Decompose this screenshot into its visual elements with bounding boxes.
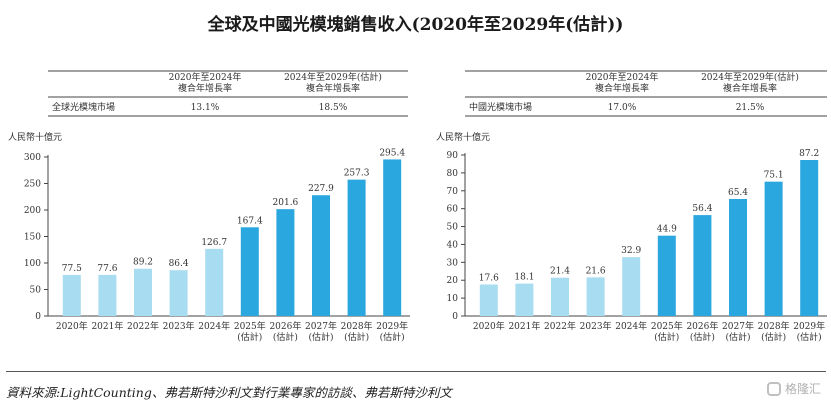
bar-value-label: 77.5 — [62, 264, 82, 274]
bar-value-label: 17.6 — [479, 274, 499, 284]
cagr-value: 17.0% — [608, 103, 637, 113]
bar — [693, 215, 712, 316]
y-tick-label: 50 — [30, 286, 42, 296]
source-note: 資料來源:LightCounting、弗若斯特沙利文對行業專家的訪談、弗若斯特沙… — [6, 385, 452, 400]
bar — [515, 283, 534, 316]
y-tick-label: 200 — [24, 206, 41, 216]
x-tick-label: 2022年 — [127, 320, 159, 332]
y-tick-label: 90 — [447, 151, 459, 161]
cagr-value: 18.5% — [319, 103, 348, 113]
bar-value-label: 56.4 — [692, 204, 712, 214]
x-tick-label: 2026年(估計) — [686, 320, 718, 343]
bar-value-label: 44.9 — [657, 225, 677, 235]
bar — [240, 227, 259, 316]
bar — [134, 268, 152, 316]
bar-value-label: 18.1 — [514, 273, 534, 283]
x-tick-label: 2020年 — [56, 320, 88, 332]
bar — [586, 277, 605, 316]
cagr-row-label: 全球光模塊市場 — [52, 101, 115, 113]
x-tick-label: 2025年(估計) — [651, 320, 683, 343]
cagr-column-header: 2024年至2029年(估計)複合年增長率 — [284, 71, 382, 94]
x-tick-label: 2020年 — [473, 320, 505, 332]
x-tick-label: 2028年(估計) — [341, 320, 373, 343]
bar — [729, 199, 747, 316]
bar-value-label: 21.4 — [550, 267, 570, 277]
bar — [657, 235, 676, 316]
cagr-row-label: 中國光模塊市場 — [469, 101, 532, 113]
y-tick-label: 30 — [447, 258, 459, 268]
bar-value-label: 257.3 — [344, 169, 370, 179]
bar — [205, 248, 224, 316]
bar-value-label: 86.4 — [169, 259, 189, 269]
bar — [479, 284, 498, 316]
bar-value-label: 295.4 — [379, 148, 405, 158]
bar — [169, 270, 188, 316]
bar-value-label: 126.7 — [201, 238, 227, 248]
y-tick-label: 100 — [24, 259, 41, 269]
bar — [622, 257, 641, 316]
bar — [383, 159, 402, 316]
x-tick-label: 2029年(估計) — [793, 320, 825, 343]
bar-value-label: 89.2 — [133, 258, 153, 268]
x-tick-label: 2023年 — [580, 320, 612, 332]
cagr-column-header: 2020年至2024年複合年增長率 — [586, 71, 659, 94]
x-tick-label: 2029年(估計) — [376, 320, 408, 343]
bar-value-label: 201.6 — [273, 198, 299, 208]
bar — [62, 274, 81, 316]
bar — [347, 179, 366, 316]
bar-value-label: 65.4 — [728, 188, 748, 198]
y-tick-label: 10 — [447, 294, 459, 304]
y-tick-label: 40 — [447, 240, 459, 250]
y-tick-label: 50 — [447, 223, 459, 233]
bar — [312, 195, 330, 316]
x-tick-label: 2021年 — [91, 320, 123, 332]
x-tick-label: 2022年 — [544, 320, 576, 332]
x-tick-label: 2027年(估計) — [722, 320, 754, 343]
y-tick-label: 80 — [447, 169, 459, 179]
bar — [276, 209, 295, 316]
bar — [98, 274, 117, 316]
y-tick-label: 0 — [452, 312, 458, 322]
bar — [800, 160, 819, 316]
source-divider — [6, 371, 826, 372]
x-tick-label: 2027年(估計) — [305, 320, 337, 343]
y-axis-unit-label: 人民幣十億元 — [8, 131, 62, 143]
global-market-chart: 2020年至2024年複合年增長率 2024年至2029年(估計)複合年增長率全球… — [8, 70, 410, 343]
bar — [551, 277, 569, 316]
y-tick-label: 70 — [447, 187, 459, 197]
x-tick-label: 2026年(估計) — [269, 320, 301, 343]
x-tick-label: 2028年(估計) — [758, 320, 790, 343]
bar-value-label: 77.6 — [97, 264, 117, 274]
bar-value-label: 227.9 — [308, 184, 334, 194]
bar-value-label: 32.9 — [621, 246, 641, 256]
y-tick-label: 60 — [447, 205, 459, 215]
y-tick-label: 150 — [24, 233, 41, 243]
cagr-value: 21.5% — [736, 103, 765, 113]
y-tick-label: 20 — [447, 276, 459, 286]
x-tick-label: 2025年(估計) — [234, 320, 266, 343]
cagr-column-header: 2024年至2029年(估計)複合年增長率 — [701, 71, 799, 94]
x-tick-label: 2024年 — [198, 320, 230, 332]
y-tick-label: 300 — [24, 153, 41, 163]
china-market-chart: 2020年至2024年複合年增長率 2024年至2029年(估計)複合年增長率中國… — [436, 70, 827, 343]
bar-value-label: 87.2 — [799, 149, 819, 159]
bar-value-label: 75.1 — [764, 171, 784, 181]
x-tick-label: 2021年 — [508, 320, 540, 332]
watermark-text: 格隆汇 — [784, 382, 821, 396]
bar — [764, 181, 783, 316]
bar-value-label: 21.6 — [586, 266, 606, 276]
cagr-column-header: 2020年至2024年複合年增長率 — [169, 71, 242, 94]
chart-title: 全球及中國光模塊銷售收入(2020年至2029年(估計)) — [207, 15, 624, 35]
watermark: 格隆汇 — [766, 380, 821, 397]
y-tick-label: 250 — [24, 180, 41, 190]
cagr-value: 13.1% — [191, 103, 220, 113]
bar-value-label: 167.4 — [237, 216, 263, 226]
x-tick-label: 2023年 — [163, 320, 195, 332]
x-tick-label: 2024年 — [615, 320, 647, 332]
y-axis-unit-label: 人民幣十億元 — [436, 131, 490, 143]
watermark-logo-icon — [766, 381, 781, 396]
y-tick-label: 0 — [35, 312, 41, 322]
